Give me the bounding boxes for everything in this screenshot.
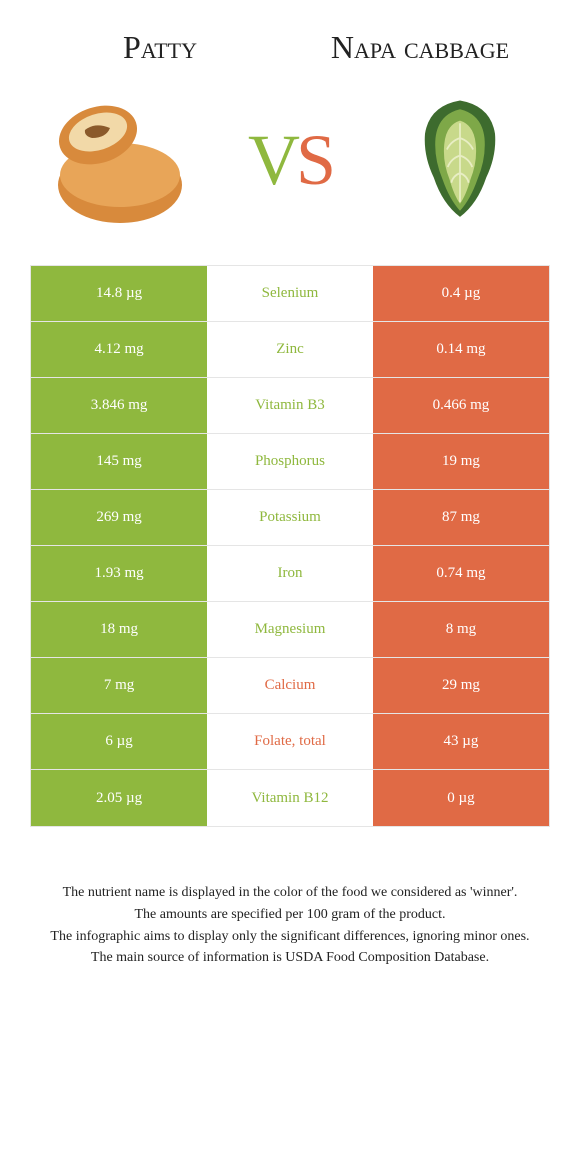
nutrient-name-cell: Vitamin B3 bbox=[207, 378, 373, 433]
table-row: 4.12 mgZinc0.14 mg bbox=[31, 322, 549, 378]
nutrient-name-cell: Zinc bbox=[207, 322, 373, 377]
nutrient-name-cell: Iron bbox=[207, 546, 373, 601]
footer-notes: The nutrient name is displayed in the co… bbox=[30, 882, 550, 969]
nutrient-name-cell: Folate, total bbox=[207, 714, 373, 769]
left-value-cell: 18 mg bbox=[31, 602, 207, 657]
right-value-cell: 19 mg bbox=[373, 434, 549, 489]
right-value-cell: 43 µg bbox=[373, 714, 549, 769]
left-value-cell: 269 mg bbox=[31, 490, 207, 545]
nutrient-name-cell: Potassium bbox=[207, 490, 373, 545]
left-value-cell: 145 mg bbox=[31, 434, 207, 489]
footer-line-2: The amounts are specified per 100 gram o… bbox=[38, 904, 542, 926]
nutrient-name-cell: Selenium bbox=[207, 266, 373, 321]
left-value-cell: 3.846 mg bbox=[31, 378, 207, 433]
table-row: 2.05 µgVitamin B120 µg bbox=[31, 770, 549, 826]
images-row: VS bbox=[30, 80, 550, 265]
nutrient-table: 14.8 µgSelenium0.4 µg4.12 mgZinc0.14 mg3… bbox=[30, 265, 550, 827]
right-value-cell: 87 mg bbox=[373, 490, 549, 545]
cabbage-image bbox=[380, 80, 540, 240]
table-row: 145 mgPhosphorus19 mg bbox=[31, 434, 549, 490]
left-value-cell: 7 mg bbox=[31, 658, 207, 713]
left-value-cell: 6 µg bbox=[31, 714, 207, 769]
right-value-cell: 0 µg bbox=[373, 770, 549, 826]
left-value-cell: 1.93 mg bbox=[31, 546, 207, 601]
header-titles: Patty Napa cabbage bbox=[30, 30, 550, 65]
table-row: 1.93 mgIron0.74 mg bbox=[31, 546, 549, 602]
right-value-cell: 29 mg bbox=[373, 658, 549, 713]
right-value-cell: 8 mg bbox=[373, 602, 549, 657]
left-food-title: Patty bbox=[30, 30, 290, 65]
nutrient-name-cell: Calcium bbox=[207, 658, 373, 713]
cabbage-icon bbox=[390, 85, 530, 235]
table-row: 18 mgMagnesium8 mg bbox=[31, 602, 549, 658]
table-row: 3.846 mgVitamin B30.466 mg bbox=[31, 378, 549, 434]
infographic-container: Patty Napa cabbage VS bbox=[0, 0, 580, 989]
nutrient-name-cell: Magnesium bbox=[207, 602, 373, 657]
left-value-cell: 4.12 mg bbox=[31, 322, 207, 377]
nutrient-name-cell: Vitamin B12 bbox=[207, 770, 373, 826]
vs-s-letter: S bbox=[296, 120, 332, 200]
footer-line-1: The nutrient name is displayed in the co… bbox=[38, 882, 542, 904]
table-row: 14.8 µgSelenium0.4 µg bbox=[31, 266, 549, 322]
nutrient-name-cell: Phosphorus bbox=[207, 434, 373, 489]
right-value-cell: 0.4 µg bbox=[373, 266, 549, 321]
right-value-cell: 0.466 mg bbox=[373, 378, 549, 433]
patty-image bbox=[40, 80, 200, 240]
table-row: 7 mgCalcium29 mg bbox=[31, 658, 549, 714]
footer-line-3: The infographic aims to display only the… bbox=[38, 926, 542, 948]
right-value-cell: 0.74 mg bbox=[373, 546, 549, 601]
right-food-title: Napa cabbage bbox=[290, 30, 550, 65]
vs-v-letter: V bbox=[248, 120, 296, 200]
vs-label: VS bbox=[248, 119, 332, 202]
table-row: 6 µgFolate, total43 µg bbox=[31, 714, 549, 770]
patty-icon bbox=[40, 80, 200, 240]
footer-line-4: The main source of information is USDA F… bbox=[38, 947, 542, 969]
left-value-cell: 14.8 µg bbox=[31, 266, 207, 321]
left-value-cell: 2.05 µg bbox=[31, 770, 207, 826]
table-row: 269 mgPotassium87 mg bbox=[31, 490, 549, 546]
right-value-cell: 0.14 mg bbox=[373, 322, 549, 377]
